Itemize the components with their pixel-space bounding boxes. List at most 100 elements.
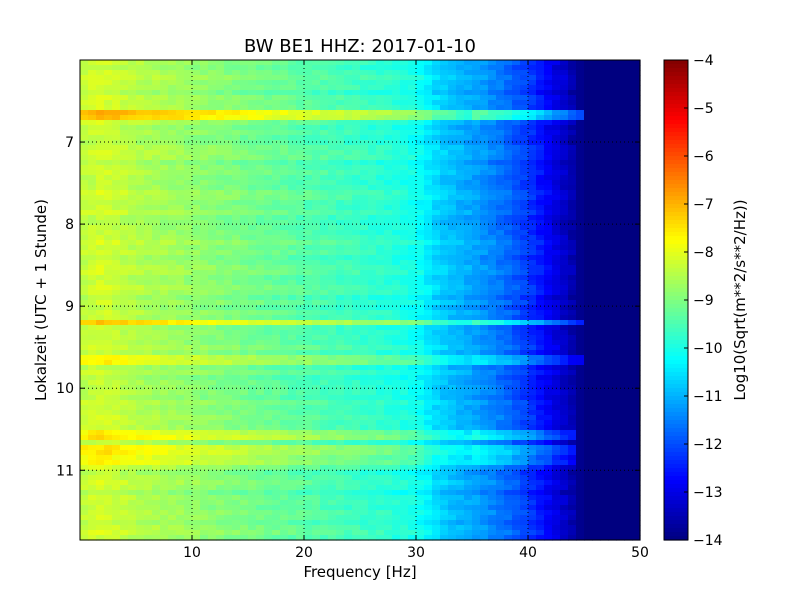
heatmap-cell (616, 300, 625, 306)
heatmap-cell (576, 110, 585, 116)
heatmap-cell (280, 110, 289, 116)
heatmap-cell (208, 105, 217, 111)
heatmap-cell (416, 140, 425, 146)
heatmap-cell (592, 145, 601, 151)
heatmap-cell (200, 360, 209, 366)
heatmap-cell (536, 70, 545, 76)
heatmap-cell (144, 220, 153, 226)
heatmap-cell (176, 405, 185, 411)
heatmap-cell (328, 205, 337, 211)
heatmap-cell (488, 400, 497, 406)
heatmap-cell (80, 225, 89, 231)
heatmap-cell (560, 175, 569, 181)
heatmap-cell (224, 105, 233, 111)
heatmap-cell (200, 130, 209, 136)
heatmap-cell (536, 105, 545, 111)
heatmap-cell (216, 330, 225, 336)
heatmap-cell (216, 300, 225, 306)
heatmap-cell (384, 125, 393, 131)
heatmap-cell (160, 125, 169, 131)
heatmap-cell (88, 400, 97, 406)
heatmap-cell (584, 285, 593, 291)
heatmap-cell (160, 65, 169, 71)
heatmap-cell (384, 220, 393, 226)
heatmap-cell (272, 85, 281, 91)
heatmap-cell (520, 245, 529, 251)
heatmap-cell (96, 90, 105, 96)
heatmap-cell (464, 235, 473, 241)
heatmap-cell (80, 175, 89, 181)
heatmap-cell (192, 410, 201, 416)
heatmap-cell (128, 180, 137, 186)
heatmap-cell (560, 120, 569, 126)
heatmap-cell (616, 390, 625, 396)
heatmap-cell (576, 240, 585, 246)
heatmap-cell (384, 65, 393, 71)
heatmap-cell (592, 285, 601, 291)
heatmap-cell (456, 170, 465, 176)
heatmap-cell (344, 120, 353, 126)
heatmap-cell (232, 380, 241, 386)
heatmap-cell (288, 110, 297, 116)
heatmap-cell (560, 315, 569, 321)
heatmap-cell (200, 125, 209, 131)
heatmap-cell (576, 325, 585, 331)
heatmap-cell (384, 75, 393, 81)
heatmap-cell (400, 365, 409, 371)
heatmap-cell (456, 60, 465, 66)
heatmap-cell (416, 285, 425, 291)
heatmap-cell (480, 115, 489, 121)
heatmap-cell (472, 150, 481, 156)
heatmap-cell (432, 225, 441, 231)
heatmap-cell (208, 305, 217, 311)
heatmap-cell (352, 320, 361, 326)
heatmap-cell (424, 200, 433, 206)
heatmap-cell (208, 265, 217, 271)
heatmap-cell (296, 105, 305, 111)
heatmap-cell (176, 230, 185, 236)
heatmap-cell (568, 250, 577, 256)
heatmap-cell (104, 360, 113, 366)
heatmap-cell (360, 100, 369, 106)
heatmap-cell (624, 240, 633, 246)
heatmap-cell (112, 220, 121, 226)
heatmap-cell (432, 200, 441, 206)
heatmap-cell (632, 375, 641, 381)
heatmap-cell (104, 275, 113, 281)
heatmap-cell (208, 120, 217, 126)
heatmap-cell (392, 290, 401, 296)
heatmap-cell (544, 380, 553, 386)
heatmap-cell (104, 355, 113, 361)
heatmap-cell (360, 350, 369, 356)
heatmap-cell (296, 70, 305, 76)
heatmap-cell (264, 345, 273, 351)
heatmap-cell (568, 190, 577, 196)
heatmap-cell (368, 360, 377, 366)
heatmap-cell (416, 345, 425, 351)
heatmap-cell (296, 345, 305, 351)
heatmap-cell (176, 370, 185, 376)
heatmap-cell (376, 280, 385, 286)
heatmap-cell (432, 280, 441, 286)
heatmap-cell (624, 135, 633, 141)
heatmap-cell (632, 355, 641, 361)
heatmap-cell (632, 205, 641, 211)
heatmap-cell (584, 395, 593, 401)
heatmap-cell (440, 370, 449, 376)
heatmap-cell (400, 90, 409, 96)
heatmap-cell (304, 215, 313, 221)
heatmap-cell (496, 110, 505, 116)
heatmap-cell (296, 160, 305, 166)
heatmap-cell (368, 320, 377, 326)
heatmap-cell (472, 235, 481, 241)
heatmap-cell (512, 255, 521, 261)
heatmap-cell (376, 230, 385, 236)
heatmap-cell (568, 270, 577, 276)
heatmap-cell (408, 265, 417, 271)
heatmap-cell (352, 185, 361, 191)
heatmap-cell (104, 270, 113, 276)
heatmap-cell (456, 400, 465, 406)
heatmap-cell (560, 345, 569, 351)
heatmap-cell (448, 220, 457, 226)
